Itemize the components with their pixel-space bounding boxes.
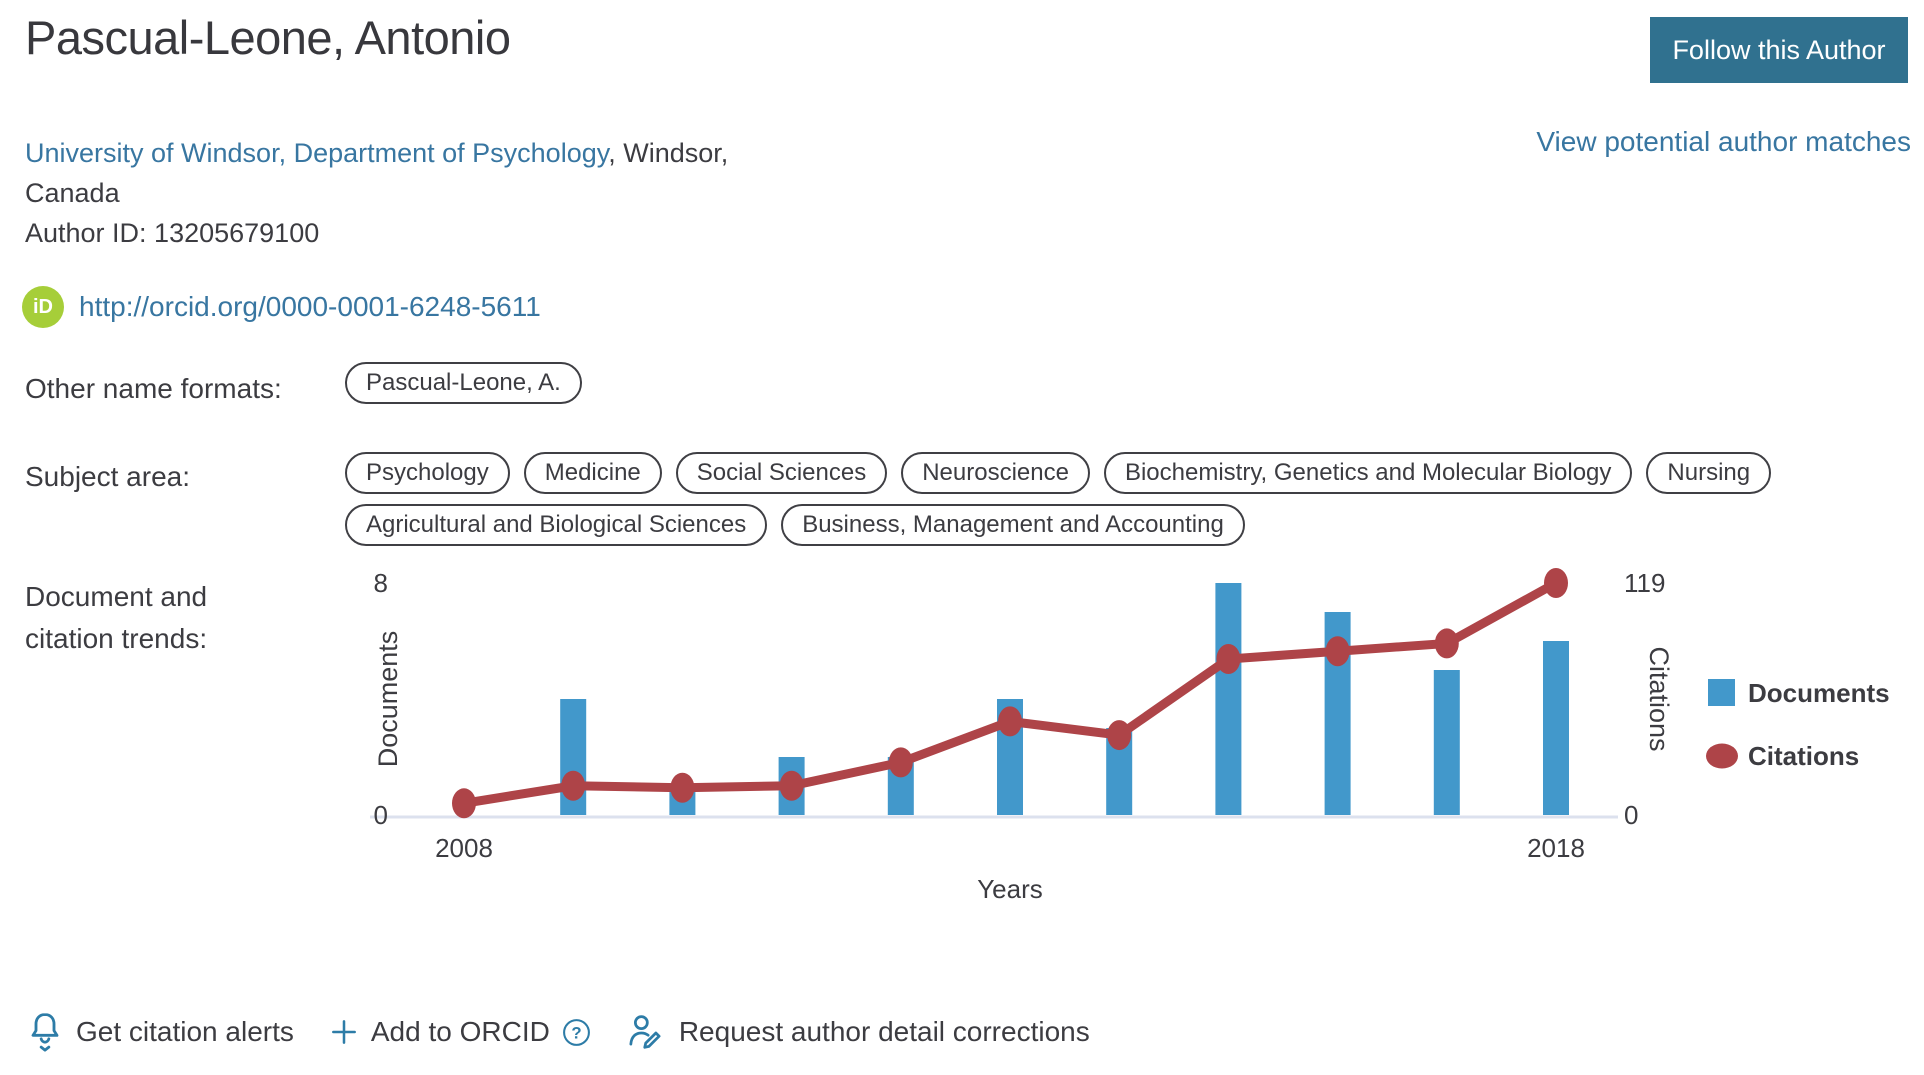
legend-label-citations: Citations xyxy=(1748,741,1859,771)
legend-label-documents: Documents xyxy=(1748,678,1890,708)
affiliation-link[interactable]: University of Windsor, Department of Psy… xyxy=(25,138,609,168)
left-axis-tick-8: 8 xyxy=(374,568,388,598)
subject-pill: Biochemistry, Genetics and Molecular Bio… xyxy=(1103,452,1633,494)
x-axis-title: Years xyxy=(977,874,1043,904)
subject-area-label: Subject area: xyxy=(25,461,190,492)
action-add-to-orcid[interactable]: Add to ORCID? xyxy=(328,1016,592,1048)
subject-pill: Neuroscience xyxy=(901,452,1090,494)
svg-text:?: ? xyxy=(571,1023,581,1042)
affiliation-country: Canada xyxy=(25,178,120,208)
subject-area-pills: Psychology Medicine Social Sciences Neurosc… xyxy=(345,452,1820,546)
other-name-pill: Pascual-Leone, A. xyxy=(345,362,582,404)
trends-section-label: Document and citation trends: xyxy=(25,576,207,660)
other-name-formats-label: Other name formats: xyxy=(25,373,282,404)
legend-citations-swatch xyxy=(1706,743,1738,769)
action-label: Request author detail corrections xyxy=(678,1016,1090,1047)
legend-documents-swatch xyxy=(1708,679,1735,706)
action-label: Add to ORCID xyxy=(370,1016,550,1047)
page-title: Pascual-Leone, Antonio xyxy=(25,11,511,64)
citations-point-2008 xyxy=(452,788,476,819)
right-axis-tick-119: 119 xyxy=(1624,568,1665,598)
subject-pill: Agricultural and Biological Sciences xyxy=(345,504,768,546)
actions-bar: Get citation alerts Add to ORCID? Request … xyxy=(25,1004,1090,1060)
documents-bar-2017 xyxy=(1433,670,1460,815)
bell-icon xyxy=(31,1013,59,1052)
citations-point-2014 xyxy=(1107,720,1132,751)
view-potential-matches-link[interactable]: View potential author matches xyxy=(1536,126,1911,157)
follow-author-button[interactable]: Follow this Author xyxy=(1650,17,1908,83)
documents-bar-2018 xyxy=(1543,641,1569,815)
action-get-citation-alerts[interactable]: Get citation alerts xyxy=(25,1009,294,1055)
citations-point-2009 xyxy=(561,770,586,801)
document-citation-trend-chart: 0 8 0 119 Documents Citations 2008 2018 Years Doc… xyxy=(370,568,1890,904)
left-axis-tick-0: 0 xyxy=(374,800,388,830)
orcid-icon: iD xyxy=(22,286,64,328)
citations-point-2012 xyxy=(888,747,913,778)
orcid-link[interactable]: http://orcid.org/0000-0001-6248-5611 xyxy=(79,291,541,322)
other-name-pills: Pascual-Leone, A. xyxy=(345,362,945,404)
subject-pill: Nursing xyxy=(1646,452,1772,494)
citations-point-2010 xyxy=(670,772,695,803)
help-icon: ? xyxy=(562,1018,590,1046)
left-axis-title: Documents xyxy=(373,631,403,768)
right-axis-tick-0: 0 xyxy=(1624,800,1638,830)
right-axis-title: Citations xyxy=(1644,646,1674,751)
citations-point-2011 xyxy=(779,770,804,801)
affiliation-block: University of Windsor, Department of Psy… xyxy=(25,133,728,253)
subject-pill: Psychology xyxy=(345,452,510,494)
subject-pill: Medicine xyxy=(523,452,662,494)
documents-bar-2015 xyxy=(1215,583,1242,815)
x-tick-first-year: 2008 xyxy=(435,833,493,863)
plus-icon xyxy=(331,1020,356,1044)
citations-point-2018 xyxy=(1544,568,1568,598)
trends-label-line2: citation trends: xyxy=(25,623,208,654)
affiliation-line: University of Windsor, Department of Psy… xyxy=(25,133,728,173)
x-tick-last-year: 2018 xyxy=(1527,833,1585,863)
citations-point-2013 xyxy=(998,706,1022,737)
action-request-author-detail-corrections[interactable]: Request author detail corrections xyxy=(626,1011,1090,1053)
citations-point-2015 xyxy=(1216,644,1241,675)
affiliation-city: , Windsor, xyxy=(608,138,729,168)
citations-point-2016 xyxy=(1325,636,1350,667)
subject-pill: Social Sciences xyxy=(675,452,888,494)
citations-point-2017 xyxy=(1434,628,1459,659)
trends-label-line1: Document and xyxy=(25,581,208,612)
author-id: Author ID: 13205679100 xyxy=(25,218,320,248)
subject-pill: Business, Management and Accounting xyxy=(781,504,1245,546)
action-label: Get citation alerts xyxy=(76,1016,294,1047)
orcid-row: iD http://orcid.org/0000-0001-6248-5611 xyxy=(22,286,541,328)
edit-author-icon xyxy=(629,1015,661,1049)
